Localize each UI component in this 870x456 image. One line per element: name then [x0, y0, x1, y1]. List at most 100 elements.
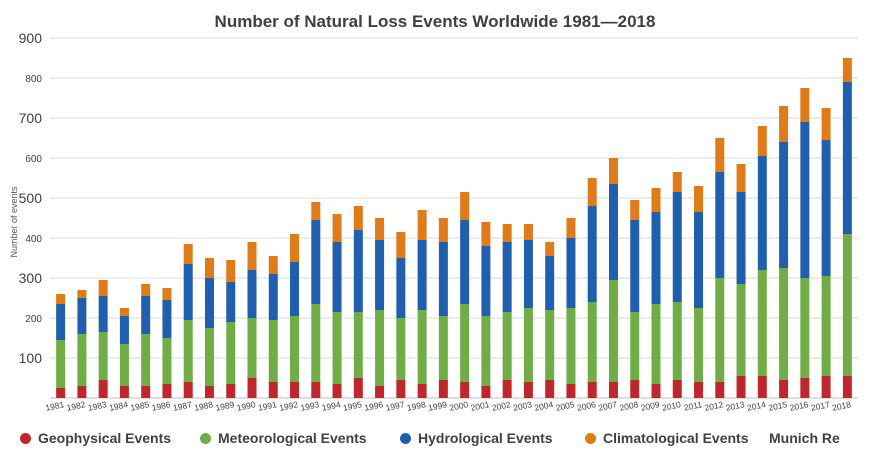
bar-2012-meteorological: [715, 278, 725, 382]
bar-1985-geophysical: [141, 386, 151, 398]
bar-1999-hydrological: [438, 242, 448, 316]
bar-1999-geophysical: [438, 380, 448, 398]
x-tick-label-2005: 2005: [555, 399, 576, 413]
bar-2002-geophysical: [502, 380, 512, 398]
x-tick-label-2018: 2018: [831, 399, 852, 413]
bar-1998-climatological: [417, 210, 427, 240]
legend-marker-climatological: [585, 432, 596, 444]
bar-1986-geophysical: [162, 384, 172, 398]
x-tick-label-1988: 1988: [193, 399, 214, 413]
bar-2008-meteorological: [630, 312, 640, 380]
bar-1982-climatological: [77, 290, 87, 298]
y-axis-title: Number of events: [9, 186, 19, 258]
y-tick-label-300: 300: [19, 270, 43, 286]
y-tick-label-800: 800: [25, 74, 42, 85]
bar-1989-hydrological: [226, 282, 236, 322]
bar-1983-climatological: [98, 280, 108, 296]
bar-2007-hydrological: [608, 184, 618, 280]
bar-1994-meteorological: [332, 312, 342, 384]
bar-1995-climatological: [353, 206, 363, 230]
bar-2010-geophysical: [672, 380, 682, 398]
bar-2005-hydrological: [566, 238, 576, 308]
bar-1988-hydrological: [204, 278, 214, 328]
bar-1981-climatological: [56, 294, 66, 304]
bar-2002-meteorological: [502, 312, 512, 380]
bar-2016-hydrological: [800, 122, 810, 278]
bar-1997-meteorological: [396, 318, 406, 380]
legend-item-climatological: Climatological Events: [585, 430, 748, 446]
bar-2015-meteorological: [779, 268, 789, 380]
bar-2004-climatological: [545, 242, 555, 256]
bar-1985-meteorological: [141, 334, 151, 386]
bar-2001-meteorological: [481, 316, 491, 386]
bar-1992-meteorological: [290, 316, 300, 382]
bar-2014-climatological: [757, 126, 767, 156]
bar-1995-geophysical: [353, 378, 363, 398]
bar-2016-meteorological: [800, 278, 810, 378]
bar-2008-climatological: [630, 200, 640, 220]
bar-1985-hydrological: [141, 296, 151, 334]
x-tick-label-1982: 1982: [66, 399, 87, 413]
chart-title: Number of Natural Loss Events Worldwide …: [214, 12, 656, 31]
bar-1999-meteorological: [438, 316, 448, 380]
bar-1996-geophysical: [375, 386, 385, 398]
bar-1988-geophysical: [204, 386, 214, 398]
legend: Geophysical Events Meteorological Events…: [20, 430, 870, 450]
bar-2013-climatological: [736, 164, 746, 192]
bar-1987-geophysical: [183, 382, 193, 398]
bar-1991-meteorological: [268, 320, 278, 382]
bar-1989-geophysical: [226, 384, 236, 398]
x-tick-label-2004: 2004: [534, 399, 555, 413]
bar-2010-meteorological: [672, 302, 682, 380]
y-tick-label-200: 200: [25, 314, 42, 325]
bar-1982-hydrological: [77, 298, 87, 334]
bar-1991-geophysical: [268, 382, 278, 398]
bar-2006-geophysical: [587, 382, 597, 398]
bar-2010-hydrological: [672, 192, 682, 302]
bar-2011-hydrological: [694, 212, 704, 308]
x-tick-label-1989: 1989: [215, 399, 236, 413]
x-tick-label-2007: 2007: [597, 399, 618, 413]
bar-1983-geophysical: [98, 380, 108, 398]
bar-2015-hydrological: [779, 142, 789, 268]
bar-1981-meteorological: [56, 340, 66, 388]
bar-1987-meteorological: [183, 320, 193, 382]
bar-2007-climatological: [608, 158, 618, 184]
bar-1993-hydrological: [311, 220, 321, 304]
bar-1998-meteorological: [417, 310, 427, 384]
bar-1995-meteorological: [353, 312, 363, 378]
bar-1994-geophysical: [332, 384, 342, 398]
bar-2011-geophysical: [694, 382, 704, 398]
bar-1987-climatological: [183, 244, 193, 264]
x-tick-label-1996: 1996: [363, 399, 384, 413]
bar-2012-hydrological: [715, 172, 725, 278]
bar-1994-climatological: [332, 214, 342, 242]
x-tick-label-2017: 2017: [810, 399, 831, 413]
legend-label-hydrological: Hydrological Events: [418, 430, 553, 446]
bar-2009-meteorological: [651, 304, 661, 384]
y-tick-label-500: 500: [19, 190, 43, 206]
bar-1981-geophysical: [56, 388, 66, 398]
bar-1997-geophysical: [396, 380, 406, 398]
y-tick-label-900: 900: [19, 30, 43, 46]
bar-2012-climatological: [715, 138, 725, 172]
bar-2002-hydrological: [502, 242, 512, 312]
bar-2015-geophysical: [779, 380, 789, 398]
bar-1990-meteorological: [247, 318, 257, 378]
bar-1984-hydrological: [119, 316, 129, 344]
legend-item-meteorological: Meteorological Events: [200, 430, 367, 446]
bar-2011-meteorological: [694, 308, 704, 382]
bar-1986-hydrological: [162, 300, 172, 338]
bar-2001-climatological: [481, 222, 491, 246]
legend-label-meteorological: Meteorological Events: [218, 430, 367, 446]
x-tick-label-2012: 2012: [704, 399, 725, 413]
bar-1990-geophysical: [247, 378, 257, 398]
x-tick-label-1991: 1991: [257, 399, 278, 413]
bar-2008-geophysical: [630, 380, 640, 398]
bars: [56, 58, 852, 398]
legend-label-climatological: Climatological Events: [603, 430, 749, 446]
bar-2005-geophysical: [566, 384, 576, 398]
bar-2014-hydrological: [757, 156, 767, 270]
x-tick-label-2000: 2000: [448, 399, 469, 413]
bar-2000-climatological: [460, 192, 470, 220]
